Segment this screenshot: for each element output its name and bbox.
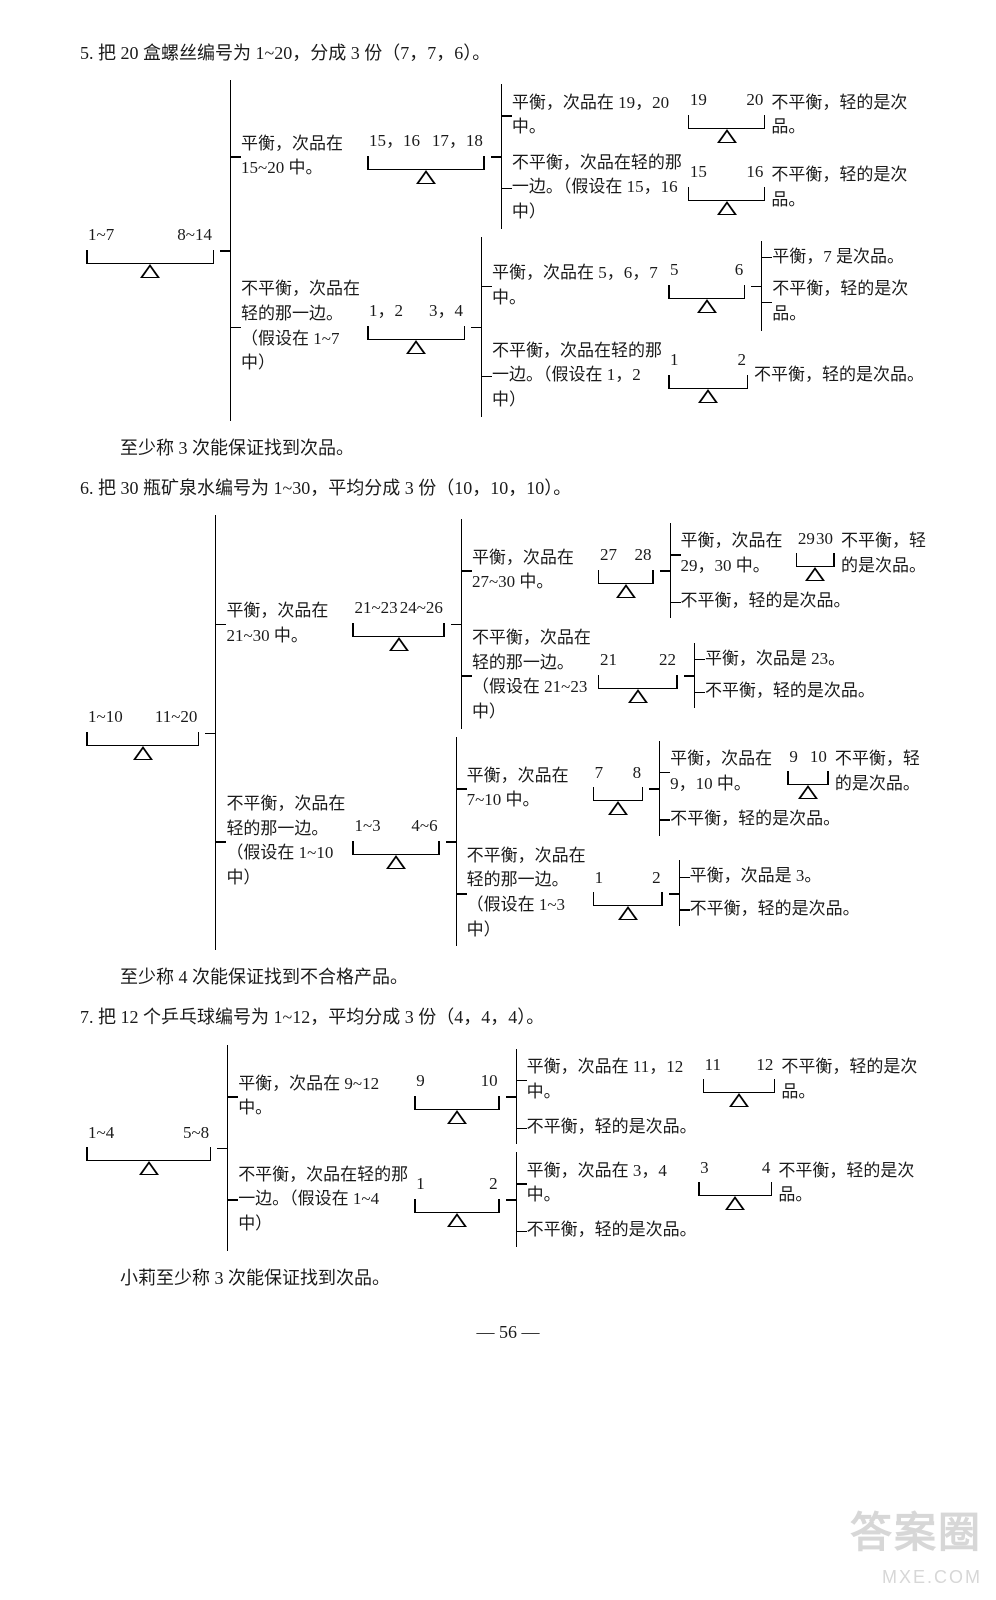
p7-statement: 7. 把 12 个乒乓球编号为 1~12，平均分成 3 份（4，4，4）。 xyxy=(80,1004,936,1030)
p6-a2-scale: 2122 xyxy=(598,648,678,703)
watermark: 答案圈 MXE.COM xyxy=(850,1503,982,1590)
p5-tree: 1~78~14 平衡，次品在 15~20 中。 15，1617，18 平衡，次品… xyxy=(80,80,936,420)
p6-a-scale: 21~2324~26 xyxy=(352,596,445,651)
p6-b1a-text: 平衡，次品在 9，10 中。 xyxy=(670,747,781,796)
p6-tree: 1~1011~20 平衡，次品在 21~30 中。 21~2324~26 平衡，… xyxy=(80,515,936,951)
watermark-line2: MXE.COM xyxy=(850,1564,982,1590)
p5-b1-res2: 不平衡，轻的是次品。 xyxy=(772,277,936,326)
p5-conclusion: 至少称 3 次能保证找到次品。 xyxy=(120,435,936,461)
p6-a1b-res: 不平衡，轻的是次品。 xyxy=(681,589,851,614)
page-number: — 56 — xyxy=(80,1319,936,1345)
p6-a1-scale: 2728 xyxy=(598,543,654,598)
p6-b1a-res: 不平衡，轻的是次品。 xyxy=(835,747,936,796)
p5-a-text: 平衡，次品在 15~20 中。 xyxy=(241,132,361,181)
p6-a1-text: 平衡，次品在 27~30 中。 xyxy=(472,546,592,595)
p6-b2-text: 不平衡，次品在轻的那一边。（假设在 1~3 中） xyxy=(467,844,587,943)
p5-b2-res: 不平衡，轻的是次品。 xyxy=(754,363,924,388)
p5-statement: 5. 把 20 盒螺丝编号为 1~20，分成 3 份（7，7，6）。 xyxy=(80,40,936,66)
p7-tree: 1~45~8 平衡，次品在 9~12 中。 910 平衡，次品在 11，12 中… xyxy=(80,1045,936,1252)
p5-b1-scale: 56 xyxy=(668,258,745,313)
p5-a1-scale: 1920 xyxy=(688,88,765,143)
p6-a2b-res: 不平衡，轻的是次品。 xyxy=(705,679,875,704)
p6-root-scale: 1~1011~20 xyxy=(86,705,199,760)
p6-b2b-res: 不平衡，轻的是次品。 xyxy=(690,897,860,922)
p7-b-text: 不平衡，次品在轻的那一边。（假设在 1~4 中） xyxy=(238,1163,408,1237)
p6-a2a-res: 平衡，次品是 23。 xyxy=(705,647,845,672)
p7-a-scale: 910 xyxy=(414,1069,499,1124)
p5-b1-text: 平衡，次品在 5，6，7 中。 xyxy=(492,261,662,310)
p5-a2-text: 不平衡，次品在轻的那一边。（假设在 15，16 中） xyxy=(512,151,682,225)
p5-b1-res1: 平衡，7 是次品。 xyxy=(772,245,904,270)
p7-b1-scale: 34 xyxy=(698,1156,772,1211)
p6-a2-text: 不平衡，次品在轻的那一边。（假设在 21~23 中） xyxy=(472,626,592,725)
p5-b-text: 不平衡，次品在轻的那一边。（假设在 1~7 中） xyxy=(241,277,361,376)
p7-a1-scale: 1112 xyxy=(703,1053,776,1108)
p6-statement: 6. 把 30 瓶矿泉水编号为 1~30，平均分成 3 份（10，10，10）。 xyxy=(80,475,936,501)
p6-b-scale: 1~34~6 xyxy=(352,814,439,869)
p6-b1-scale: 78 xyxy=(593,761,644,816)
p5-root-scale: 1~78~14 xyxy=(86,223,214,278)
p5-a-scale: 15，1617，18 xyxy=(367,129,485,184)
p5-a1-res: 不平衡，轻的是次品。 xyxy=(771,91,936,140)
p6-a-text: 平衡，次品在 21~30 中。 xyxy=(226,599,346,648)
p6-a1a-res: 不平衡，轻的是次品。 xyxy=(841,529,936,578)
p6-b1b-res: 不平衡，轻的是次品。 xyxy=(670,807,840,832)
p7-a1-text: 平衡，次品在 11，12 中。 xyxy=(527,1055,697,1104)
p7-b2-res: 不平衡，轻的是次品。 xyxy=(527,1218,697,1243)
p7-a1-res: 不平衡，轻的是次品。 xyxy=(781,1055,936,1104)
p7-b1-res: 不平衡，轻的是次品。 xyxy=(778,1159,936,1208)
p6-a1a-scale: 2930 xyxy=(796,527,835,582)
p6-b-text: 不平衡，次品在轻的那一边。（假设在 1~10 中） xyxy=(226,792,346,891)
p6-b1a-scale: 910 xyxy=(787,745,829,800)
p7-b1-text: 平衡，次品在 3，4 中。 xyxy=(527,1159,693,1208)
p7-a-text: 平衡，次品在 9~12 中。 xyxy=(238,1072,408,1121)
p5-b2-text: 不平衡，次品在轻的那一边。（假设在 1，2 中） xyxy=(492,339,662,413)
p6-b2a-res: 平衡，次品是 3。 xyxy=(690,864,822,889)
p6-a1a-text: 平衡，次品在 29，30 中。 xyxy=(681,529,790,578)
p7-b-scale: 12 xyxy=(414,1172,499,1227)
watermark-line1: 答案圈 xyxy=(850,1503,982,1564)
p6-conclusion: 至少称 4 次能保证找到不合格产品。 xyxy=(120,964,936,990)
p6-b1-text: 平衡，次品在 7~10 中。 xyxy=(467,764,587,813)
p5-a2-res: 不平衡，轻的是次品。 xyxy=(771,163,936,212)
p7-root-scale: 1~45~8 xyxy=(86,1121,211,1176)
p5-b2-scale: 12 xyxy=(668,348,748,403)
p5-b-scale: 1，23，4 xyxy=(367,299,465,354)
p7-a2-res: 不平衡，轻的是次品。 xyxy=(527,1115,697,1140)
p7-conclusion: 小莉至少称 3 次能保证找到次品。 xyxy=(120,1265,936,1291)
p5-a2-scale: 1516 xyxy=(688,160,765,215)
p6-b2-scale: 12 xyxy=(593,866,663,921)
p5-a1-text: 平衡，次品在 19，20 中。 xyxy=(512,91,682,140)
